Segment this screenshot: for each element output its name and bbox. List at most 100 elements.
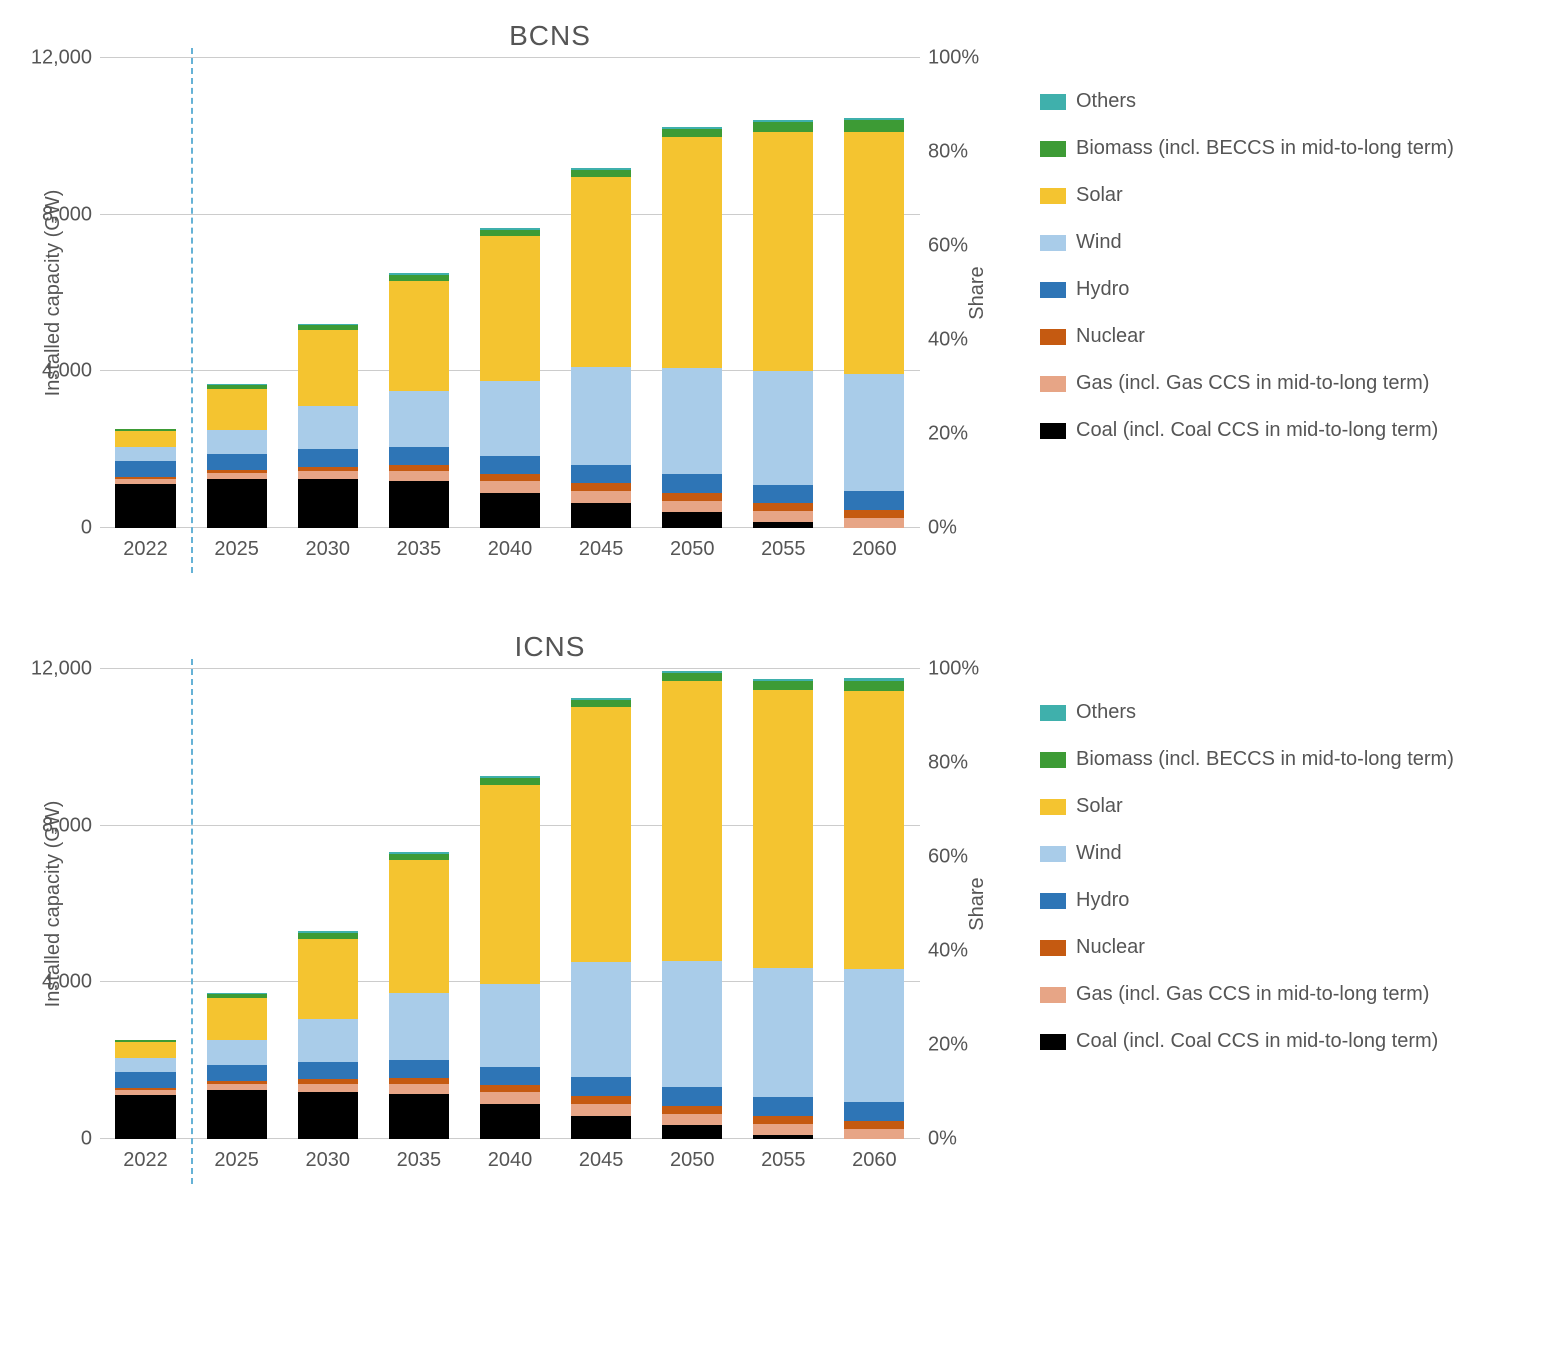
divider-line [191, 48, 193, 573]
legend-item-biomass: Biomass (incl. BECCS in mid-to-long term… [1040, 748, 1500, 771]
bar-segment-hydro [207, 454, 267, 470]
bar-segment-nuclear [662, 1106, 722, 1114]
y-tick-right: 40% [928, 940, 968, 963]
legend-item-wind: Wind [1040, 231, 1500, 254]
bar-segment-gas [844, 1129, 904, 1139]
legend-item-nuclear: Nuclear [1040, 936, 1500, 959]
x-tick-label: 2030 [282, 538, 373, 561]
bar-segment-hydro [207, 1065, 267, 1081]
bar-segment-biomass [844, 120, 904, 132]
bar-slot [100, 669, 191, 1139]
bar-segment-wind [115, 447, 175, 461]
legend-label: Others [1076, 90, 1136, 113]
bar-segment-solar [298, 330, 358, 406]
bar-segment-biomass [753, 681, 813, 690]
bar-segment-coal [480, 493, 540, 528]
x-tick-label: 2055 [738, 538, 829, 561]
bar-segment-biomass [753, 122, 813, 132]
y-tick-right: 20% [928, 1034, 968, 1057]
x-tick-label: 2035 [373, 1149, 464, 1172]
bar-segment-wind [207, 430, 267, 454]
bar-segment-gas [571, 491, 631, 503]
legend-label: Others [1076, 701, 1136, 724]
bar-segment-hydro [298, 449, 358, 467]
x-tick-label: 2055 [738, 1149, 829, 1172]
x-tick-label: 2022 [100, 538, 191, 561]
bar-stack [753, 120, 813, 528]
bar-segment-wind [571, 367, 631, 465]
x-tick-label: 2045 [556, 538, 647, 561]
legend-label: Gas (incl. Gas CCS in mid-to-long term) [1076, 983, 1429, 1006]
bar-slot [464, 669, 555, 1139]
legend-swatch-coal [1040, 423, 1066, 439]
bar-stack [298, 324, 358, 528]
y-axis-left-label: Installed capacity (GW) [42, 801, 65, 1008]
bar-segment-nuclear [480, 474, 540, 481]
bar-stack [207, 993, 267, 1139]
bar-segment-gas [571, 1104, 631, 1116]
legend-label: Nuclear [1076, 936, 1145, 959]
bar-segment-nuclear [571, 483, 631, 490]
bar-segment-solar [571, 707, 631, 962]
bar-slot [191, 58, 282, 528]
bar-stack [571, 168, 631, 528]
bar-segment-solar [480, 785, 540, 985]
bar-segment-solar [571, 177, 631, 367]
bar-slot [464, 58, 555, 528]
bar-segment-biomass [662, 129, 722, 137]
legend-item-others: Others [1040, 90, 1500, 113]
x-tick-label: 2022 [100, 1149, 191, 1172]
legend-swatch-others [1040, 94, 1066, 110]
bar-segment-gas [298, 1084, 358, 1092]
legend-item-wind: Wind [1040, 842, 1500, 865]
legend-swatch-nuclear [1040, 940, 1066, 956]
bar-segment-hydro [115, 461, 175, 477]
bar-segment-biomass [571, 700, 631, 707]
bar-segment-hydro [662, 1087, 722, 1106]
chart-title: ICNS [20, 631, 1000, 663]
y-axis-right: 0%20%40%60%80%100%Share [920, 669, 1000, 1139]
bar-segment-biomass [571, 170, 631, 177]
legend-swatch-hydro [1040, 893, 1066, 909]
legend-label: Hydro [1076, 278, 1129, 301]
bar-segment-hydro [662, 474, 722, 493]
bar-segment-wind [207, 1040, 267, 1064]
bar-slot [556, 669, 647, 1139]
y-axis-right-label: Share [966, 266, 989, 319]
bar-stack [207, 384, 267, 528]
bar-segment-gas [480, 1092, 540, 1104]
bar-segment-coal [480, 1104, 540, 1139]
x-tick-label: 2060 [829, 538, 920, 561]
legend-swatch-hydro [1040, 282, 1066, 298]
x-tick-label: 2025 [191, 538, 282, 561]
y-axis-left: 04,0008,00012,000Installed capacity (GW) [20, 669, 100, 1139]
bar-segment-wind [571, 962, 631, 1078]
bar-slot [738, 58, 829, 528]
plot-outer: 04,0008,00012,000Installed capacity (GW)… [20, 58, 1000, 528]
bar-segment-coal [207, 1090, 267, 1139]
x-tick-label: 2040 [464, 1149, 555, 1172]
plot-area [100, 669, 920, 1139]
bar-segment-gas [753, 1124, 813, 1135]
bar-segment-wind [753, 968, 813, 1097]
legend-label: Biomass (incl. BECCS in mid-to-long term… [1076, 748, 1454, 771]
x-tick-label: 2040 [464, 538, 555, 561]
bar-segment-solar [662, 137, 722, 368]
bar-segment-gas [298, 471, 358, 479]
x-axis-labels: 202220252030203520402045205020552060 [100, 538, 920, 561]
bar-slot [647, 669, 738, 1139]
bar-segment-hydro [753, 1097, 813, 1116]
legend: Others Biomass (incl. BECCS in mid-to-lon… [1000, 631, 1500, 1077]
bar-stack [662, 671, 722, 1139]
legend-label: Biomass (incl. BECCS in mid-to-long term… [1076, 137, 1454, 160]
legend-label: Nuclear [1076, 325, 1145, 348]
bar-segment-nuclear [571, 1096, 631, 1104]
y-tick-right: 80% [928, 141, 968, 164]
bar-segment-hydro [571, 1077, 631, 1096]
bar-segment-solar [844, 691, 904, 969]
bar-segment-nuclear [480, 1085, 540, 1092]
chart-column: BCNS04,0008,00012,000Installed capacity … [20, 20, 1000, 561]
y-axis-right-label: Share [966, 877, 989, 930]
bar-segment-nuclear [844, 510, 904, 518]
bar-segment-solar [115, 431, 175, 447]
